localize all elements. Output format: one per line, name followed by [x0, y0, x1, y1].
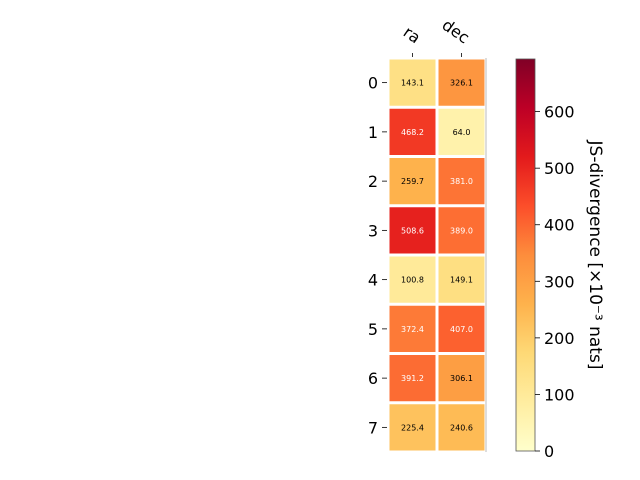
cell-value-label: 240.6	[450, 423, 473, 432]
heatmap-cell-7-1	[438, 404, 485, 451]
cell-value-label: 149.1	[450, 276, 473, 285]
heatmap-cell-5-1	[438, 305, 485, 352]
heatmap-cell-0-1	[438, 59, 485, 106]
row-label-2: 2	[368, 172, 378, 191]
cell-value-label: 326.1	[450, 79, 473, 88]
colorbar-tick-label: 600	[544, 103, 575, 122]
heatmap-cells: 143.1 326.1 468.2 64.0 259.7 381.0 508.6 389.0 1…	[389, 58, 487, 452]
cell-value-label: 225.4	[401, 423, 424, 432]
heatmap-cell-4-1	[438, 256, 485, 303]
heatmap-cell-3-0	[389, 207, 436, 254]
heatmap-cell-6-1	[438, 355, 485, 402]
row-label-4: 4	[368, 271, 378, 290]
cell-value-label: 306.1	[450, 374, 473, 383]
cell-value-label: 389.0	[450, 226, 473, 235]
column-label-ra: ra	[400, 22, 424, 47]
row-labels: 0 1 2 3 4 5 6 7	[368, 74, 387, 437]
row-label-3: 3	[368, 221, 378, 240]
row-label-6: 6	[368, 369, 378, 388]
heatmap-cell-2-0	[389, 158, 436, 205]
colorbar-tick-label: 500	[544, 159, 575, 178]
cell-value-label: 143.1	[401, 79, 424, 88]
heatmap-cell-1-1	[438, 108, 485, 155]
cell-value-label: 64.0	[453, 128, 471, 137]
heatmap-cell-4-0	[389, 256, 436, 303]
row-label-7: 7	[368, 418, 378, 437]
column-label-dec: dec	[439, 15, 473, 47]
cell-value-label: 391.2	[401, 374, 424, 383]
heatmap-cell-3-1	[438, 207, 485, 254]
heatmap-cell-6-0	[389, 355, 436, 402]
colorbar-tick-label: 0	[544, 442, 554, 461]
colorbar-label: JS-divergence [×10⁻³ nats]	[585, 140, 605, 370]
heatmap-cell-2-1	[438, 158, 485, 205]
row-label-1: 1	[368, 123, 378, 142]
cell-value-label: 100.8	[401, 276, 424, 285]
colorbar-tick-label: 100	[544, 385, 575, 404]
column-labels: ra dec	[400, 15, 473, 57]
heatmap-cell-0-0	[389, 59, 436, 106]
colorbar	[515, 58, 536, 452]
colorbar-tick-label: 200	[544, 329, 575, 348]
cell-value-label: 372.4	[401, 325, 424, 334]
cell-value-label: 508.6	[401, 226, 424, 235]
heatmap-cell-1-0	[389, 108, 436, 155]
row-label-5: 5	[368, 320, 378, 339]
cell-value-label: 259.7	[401, 177, 424, 186]
colorbar-tick-label: 300	[544, 272, 575, 291]
row-label-0: 0	[368, 74, 378, 93]
heatmap-cell-5-0	[389, 305, 436, 352]
colorbar-tick-label: 400	[544, 216, 575, 235]
cell-value-label: 407.0	[450, 325, 473, 334]
cell-value-label: 468.2	[401, 128, 424, 137]
cell-value-label: 381.0	[450, 177, 473, 186]
colorbar-ticks: 0 100 200 300 400 500 600	[535, 103, 575, 461]
heatmap-cell-7-0	[389, 404, 436, 451]
